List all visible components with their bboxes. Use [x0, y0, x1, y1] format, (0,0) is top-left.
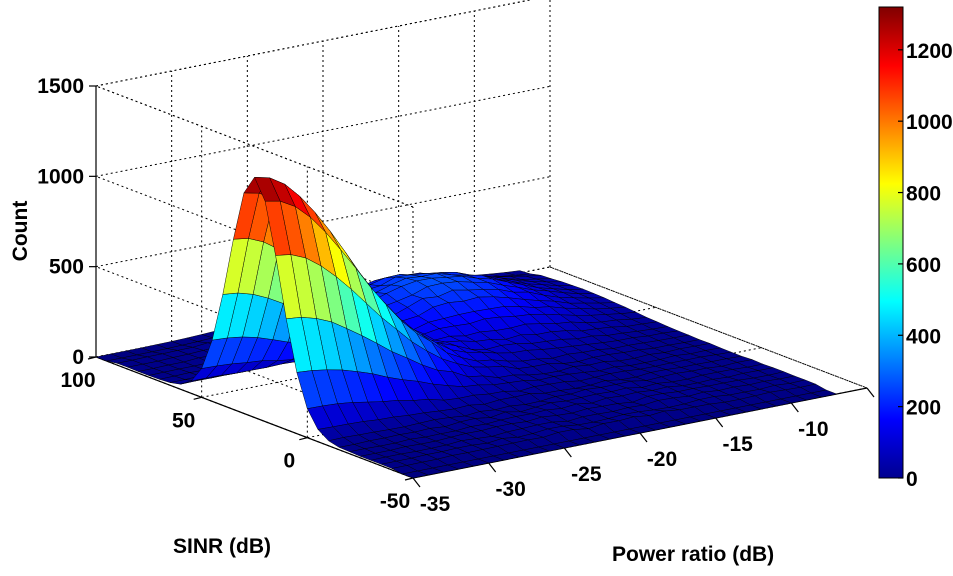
y-tick-label: 0: [283, 450, 295, 473]
x-tick-label: -25: [571, 463, 602, 486]
surface-facet: [402, 470, 429, 479]
x-axis-label: Power ratio (dB): [612, 543, 774, 566]
gridline-z: [95, 0, 533, 87]
x-tick-mark: [563, 447, 572, 458]
colorbar-gradient: [878, 6, 904, 479]
colorbar-tick-label: 0: [906, 468, 918, 491]
colorbar: 0 200 400 600 800 1000 1200: [878, 6, 953, 491]
x-tick-label: -10: [798, 418, 828, 441]
z-tick-label: 1500: [37, 75, 84, 98]
y-tick-mark: [193, 396, 202, 400]
z-tick-label: 1000: [37, 165, 84, 188]
colorbar-tick-label: 200: [906, 397, 941, 420]
x-tick-mark: [715, 417, 724, 428]
x-tick-mark: [866, 387, 875, 398]
x-tick-mark: [488, 462, 497, 473]
box-top-edge: [95, 0, 533, 87]
y-axis-line: [95, 356, 414, 479]
x-tick-label: -15: [722, 433, 753, 456]
colorbar-tick-label: 400: [906, 325, 941, 348]
colorbar-tick-label: 600: [906, 254, 941, 277]
x-tick-label: -35: [420, 493, 451, 516]
colorbar-tick-label: 800: [906, 183, 941, 206]
z-tick-label: 0: [72, 346, 84, 369]
z-axis-label: Count: [9, 201, 32, 262]
y-axis-label: SINR (dB): [173, 535, 271, 558]
y-tick-label: 100: [60, 369, 95, 392]
x-tick-mark: [790, 402, 799, 413]
box-top-edge: [95, 85, 414, 208]
y-tick-mark: [87, 356, 97, 360]
y-tick-label: 50: [172, 409, 195, 432]
box-floor-edge: [549, 266, 868, 389]
y-tick-label: -50: [380, 490, 410, 513]
gridline-x: [549, 266, 868, 389]
y-tick-mark: [404, 477, 414, 481]
x-tick-label: -20: [647, 448, 677, 471]
surface-plot: [95, 177, 837, 479]
y-tick-mark: [299, 437, 308, 441]
x-tick-mark: [412, 477, 421, 488]
colorbar-tick-label: 1200: [906, 40, 953, 63]
axis-ticks: 050010001500-35-30-25-20-15-10-5-5005010…: [37, 75, 898, 516]
colorbar-tick-label: 1000: [906, 111, 953, 134]
x-tick-mark: [639, 432, 648, 443]
colorbar-ticks: 0 200 400 600 800 1000 1200: [898, 40, 953, 491]
x-tick-label: -30: [495, 478, 525, 501]
z-tick-label: 500: [49, 256, 84, 279]
